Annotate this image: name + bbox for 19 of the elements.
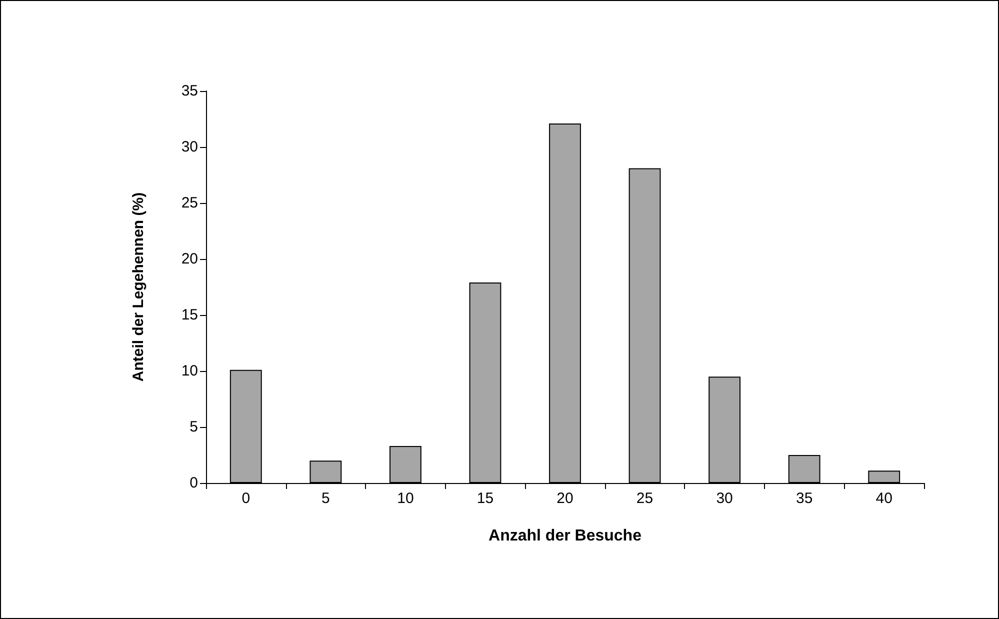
y-axis-title: Anteil der Legehennen (%) [130,192,147,382]
y-tick-label: 35 [181,82,198,100]
y-tick-label: 30 [181,138,198,156]
x-tick-label: 0 [242,490,250,507]
x-tick-label: 10 [397,490,414,507]
x-tick-label: 5 [321,490,330,507]
x-tick-label: 40 [876,490,892,507]
x-tick-label: 20 [556,490,574,507]
y-tick-label: 5 [190,418,198,436]
x-axis-title: Anzahl der Besuche [488,528,642,544]
x-tick-label: 25 [636,490,654,507]
y-tick-label: 25 [181,194,198,212]
y-tick-label: 15 [181,306,198,324]
y-tick-label: 10 [181,362,198,380]
y-tick-label: 20 [181,250,198,268]
y-tick-label: 0 [190,474,198,492]
x-tick-label: 35 [796,490,813,507]
x-tick-label: 30 [716,490,733,507]
x-tick-label: 15 [476,490,494,507]
